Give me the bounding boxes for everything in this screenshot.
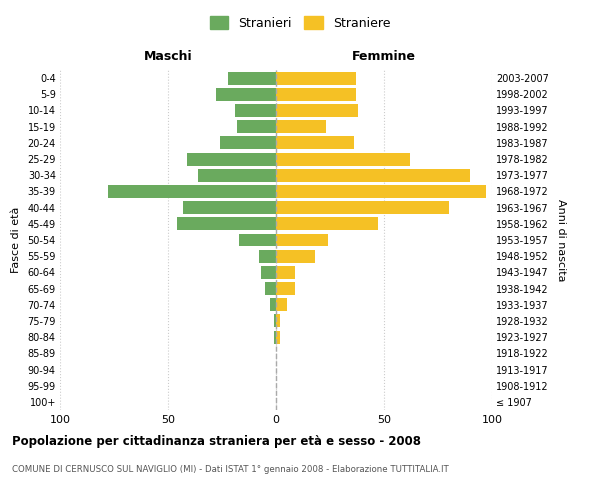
- Bar: [276, 298, 287, 311]
- Bar: [276, 72, 356, 85]
- Bar: [237, 120, 276, 133]
- Bar: [276, 152, 410, 166]
- Bar: [276, 104, 358, 117]
- Bar: [220, 136, 276, 149]
- Bar: [276, 250, 315, 262]
- Bar: [276, 201, 449, 214]
- Bar: [276, 136, 354, 149]
- Bar: [274, 330, 276, 344]
- Bar: [276, 218, 377, 230]
- Bar: [276, 120, 326, 133]
- Bar: [276, 88, 356, 101]
- Bar: [176, 218, 276, 230]
- Bar: [261, 266, 276, 279]
- Bar: [107, 185, 276, 198]
- Bar: [269, 298, 276, 311]
- Bar: [187, 152, 276, 166]
- Bar: [276, 282, 295, 295]
- Bar: [276, 169, 470, 181]
- Bar: [276, 234, 328, 246]
- Text: Maschi: Maschi: [143, 50, 193, 63]
- Bar: [229, 72, 276, 85]
- Bar: [274, 314, 276, 328]
- Bar: [215, 88, 276, 101]
- Bar: [265, 282, 276, 295]
- Y-axis label: Anni di nascita: Anni di nascita: [556, 198, 566, 281]
- Bar: [198, 169, 276, 181]
- Text: Femmine: Femmine: [352, 50, 416, 63]
- Legend: Stranieri, Straniere: Stranieri, Straniere: [205, 11, 395, 35]
- Bar: [276, 314, 280, 328]
- Bar: [276, 185, 485, 198]
- Bar: [239, 234, 276, 246]
- Bar: [183, 201, 276, 214]
- Y-axis label: Fasce di età: Fasce di età: [11, 207, 20, 273]
- Bar: [276, 266, 295, 279]
- Bar: [276, 330, 280, 344]
- Bar: [235, 104, 276, 117]
- Text: Popolazione per cittadinanza straniera per età e sesso - 2008: Popolazione per cittadinanza straniera p…: [12, 435, 421, 448]
- Bar: [259, 250, 276, 262]
- Text: COMUNE DI CERNUSCO SUL NAVIGLIO (MI) - Dati ISTAT 1° gennaio 2008 - Elaborazione: COMUNE DI CERNUSCO SUL NAVIGLIO (MI) - D…: [12, 465, 449, 474]
